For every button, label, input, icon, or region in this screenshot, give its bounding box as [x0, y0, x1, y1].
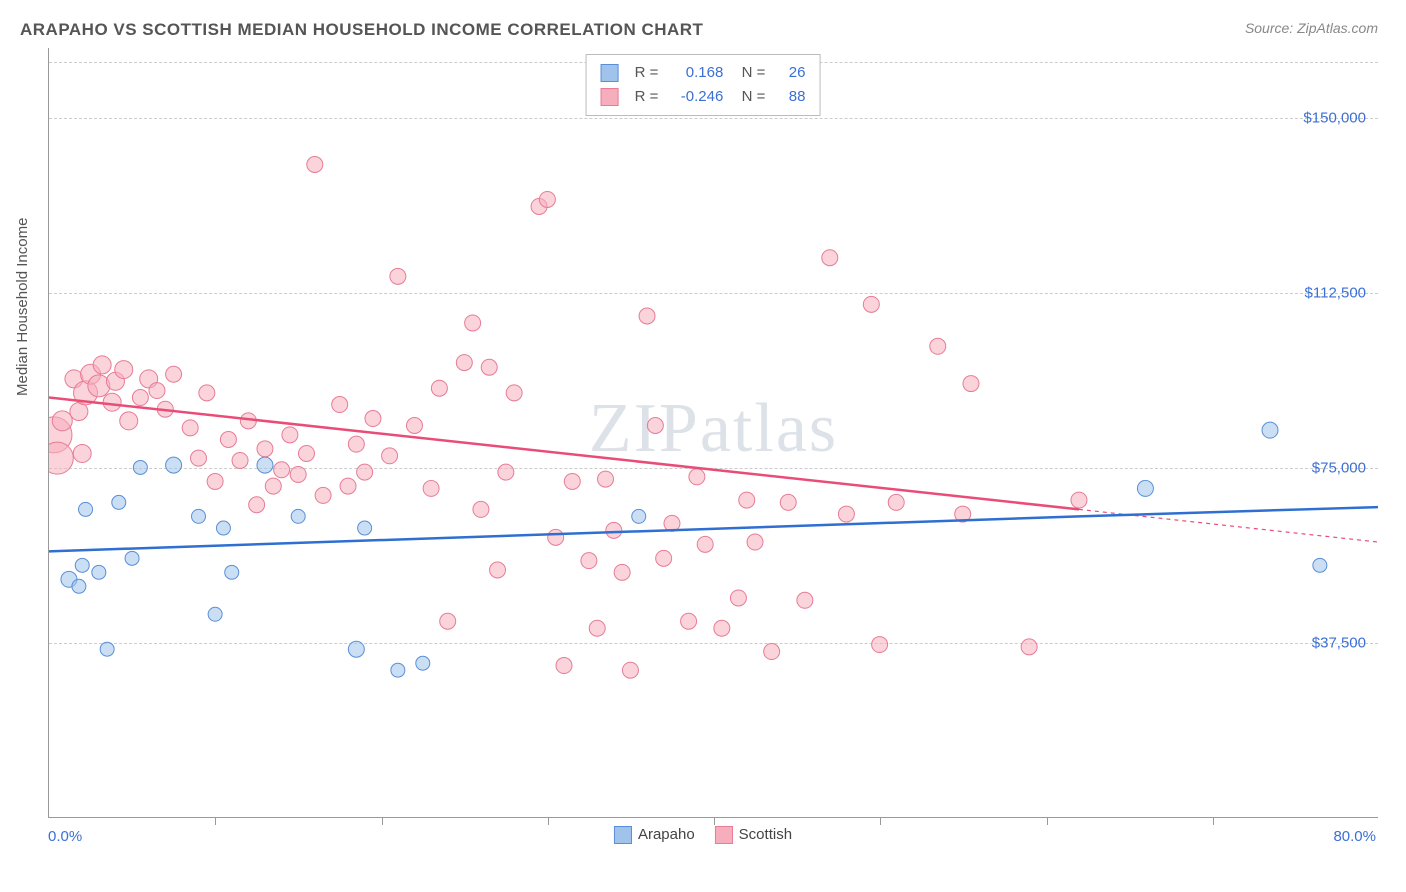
legend-row-scottish: R = -0.246 N = 88 — [601, 85, 806, 109]
r-value-scottish: -0.246 — [668, 85, 723, 109]
x-axis-max: 80.0% — [1333, 828, 1376, 845]
plot-area: ZIPatlas $37,500$75,000$112,500$150,000 — [48, 48, 1378, 818]
legend-label-arapaho: Arapaho — [638, 826, 695, 843]
x-axis-min: 0.0% — [48, 828, 82, 845]
r-label: R = — [635, 85, 659, 109]
legend-label-scottish: Scottish — [739, 826, 792, 843]
r-label: R = — [635, 61, 659, 85]
swatch-arapaho — [601, 64, 619, 82]
legend-item-scottish: Scottish — [715, 826, 792, 844]
legend-item-arapaho: Arapaho — [614, 826, 695, 844]
series-legend: Arapaho Scottish — [614, 826, 792, 844]
source-attribution: Source: ZipAtlas.com — [1245, 20, 1378, 36]
n-label: N = — [733, 85, 765, 109]
y-axis-label: Median Household Income — [14, 218, 31, 396]
scatter-svg — [49, 48, 1378, 817]
chart-title: ARAPAHO VS SCOTTISH MEDIAN HOUSEHOLD INC… — [20, 20, 703, 40]
swatch-scottish — [601, 88, 619, 106]
n-value-scottish: 88 — [775, 85, 805, 109]
n-value-arapaho: 26 — [775, 61, 805, 85]
legend-row-arapaho: R = 0.168 N = 26 — [601, 61, 806, 85]
r-value-arapaho: 0.168 — [668, 61, 723, 85]
n-label: N = — [733, 61, 765, 85]
correlation-legend: R = 0.168 N = 26 R = -0.246 N = 88 — [586, 54, 821, 116]
swatch-arapaho-icon — [614, 826, 632, 844]
swatch-scottish-icon — [715, 826, 733, 844]
